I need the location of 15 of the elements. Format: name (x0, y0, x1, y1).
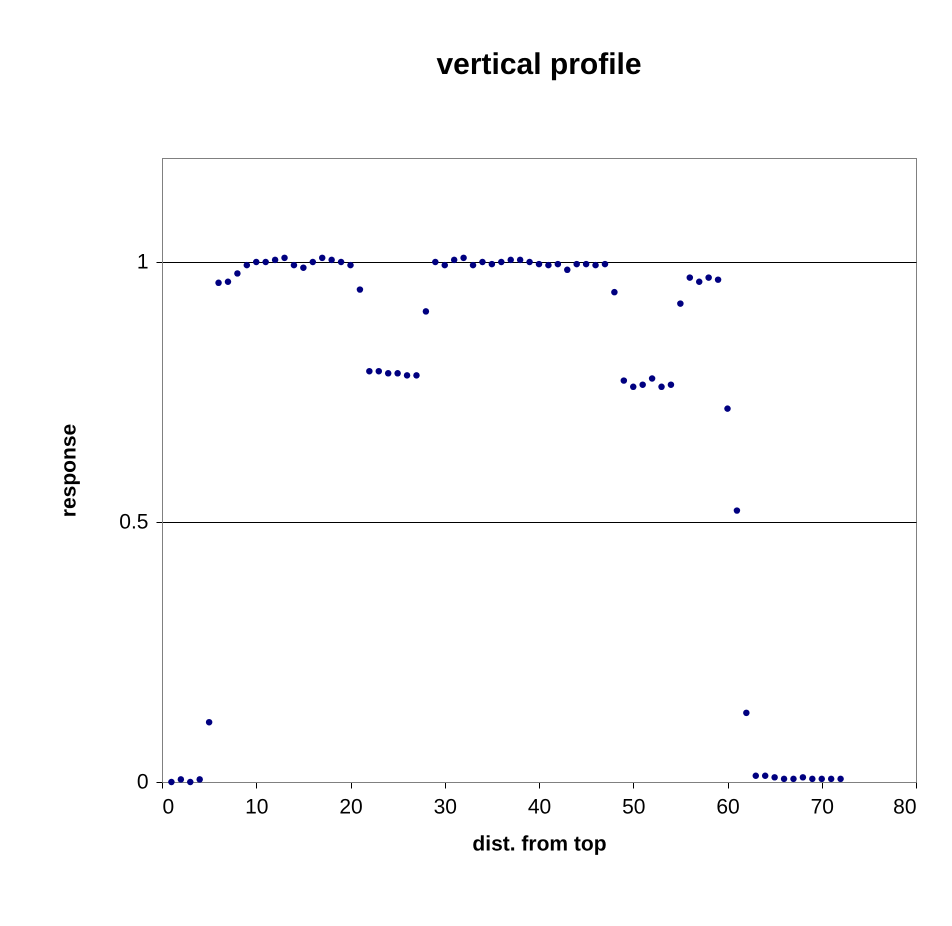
x-tick-label: 0 (162, 796, 174, 818)
x-tick-label: 30 (434, 796, 457, 818)
y-tick-label: 0 (136, 770, 148, 794)
y-axis-title: response (57, 424, 80, 518)
x-tick-label: 80 (893, 796, 916, 818)
x-tick-label: 10 (245, 796, 268, 818)
y-tick-label: 1 (136, 250, 148, 274)
y-tick-label: 0.5 (119, 510, 148, 534)
x-tick-label: 70 (810, 796, 834, 818)
x-axis-title: dist. from top (472, 832, 607, 856)
x-tick-label: 60 (716, 796, 740, 818)
x-tick-label: 40 (528, 796, 552, 818)
x-tick-label: 20 (339, 796, 363, 818)
chart-title: vertical profile (436, 48, 642, 81)
x-tick-label: 50 (622, 796, 646, 818)
